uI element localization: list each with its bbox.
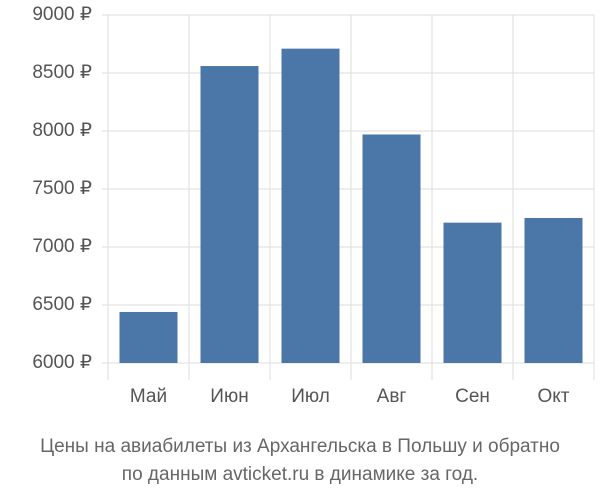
x-tick-label: Сен xyxy=(455,386,490,407)
y-tick-label: 6000 ₽ xyxy=(32,352,92,373)
chart-title: по данным avticket.ru в динамике за год. xyxy=(122,464,478,485)
y-tick-label: 8500 ₽ xyxy=(32,62,92,83)
x-tick-label: Июн xyxy=(210,386,248,407)
bar xyxy=(119,311,178,363)
x-tick-label: Авг xyxy=(377,386,407,407)
chart-title: Цены на авиабилеты из Архангельска в Пол… xyxy=(40,436,560,457)
bar xyxy=(524,218,583,363)
bar xyxy=(281,48,340,363)
y-tick-label: 7000 ₽ xyxy=(32,236,92,257)
x-tick-label: Июл xyxy=(291,386,330,407)
bar xyxy=(200,66,259,363)
x-tick-label: Май xyxy=(130,386,167,407)
y-tick-label: 6500 ₽ xyxy=(32,294,92,315)
y-tick-label: 9000 ₽ xyxy=(32,4,92,25)
x-tick-label: Окт xyxy=(537,386,569,407)
y-tick-label: 8000 ₽ xyxy=(32,120,92,141)
bar xyxy=(443,222,502,363)
bar xyxy=(362,134,421,363)
y-tick-label: 7500 ₽ xyxy=(32,178,92,199)
